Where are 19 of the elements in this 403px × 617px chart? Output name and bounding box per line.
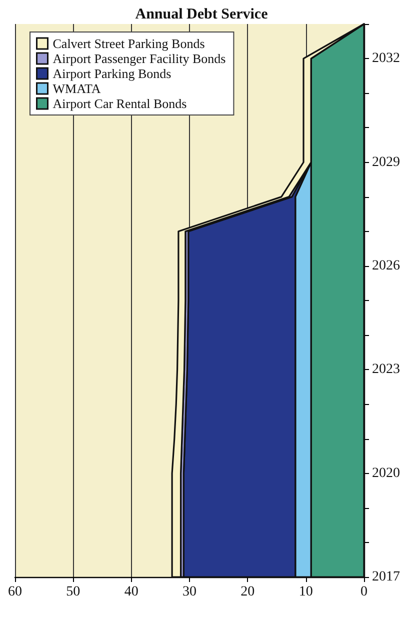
y-tick-label: 2029 bbox=[372, 154, 400, 170]
x-tick-label: 50 bbox=[66, 584, 80, 600]
legend-label: Airport Passenger Facility Bonds bbox=[52, 51, 226, 66]
y-tick-label: 2026 bbox=[372, 258, 400, 274]
y-tick-label: 2017 bbox=[372, 570, 400, 584]
legend-label: Airport Car Rental Bonds bbox=[52, 96, 187, 111]
x-tick-label: 40 bbox=[124, 584, 138, 600]
x-tick-label: 30 bbox=[182, 584, 196, 600]
legend-label: WMATA bbox=[52, 81, 102, 96]
x-tick-label: 60 bbox=[8, 584, 22, 600]
x-tick-label: 0 bbox=[360, 584, 368, 600]
legend-label: Airport Parking Bonds bbox=[52, 66, 172, 81]
y-tick-label: 2023 bbox=[372, 362, 400, 378]
y-tick-label: 2020 bbox=[372, 466, 400, 481]
x-tick-label: 20 bbox=[240, 584, 255, 600]
y-tick-label: 2032 bbox=[372, 51, 400, 66]
x-tick-label: 10 bbox=[298, 584, 313, 600]
legend-label: Calvert Street Parking Bonds bbox=[52, 36, 205, 51]
chart-title: Annual Debt Service bbox=[135, 6, 268, 22]
